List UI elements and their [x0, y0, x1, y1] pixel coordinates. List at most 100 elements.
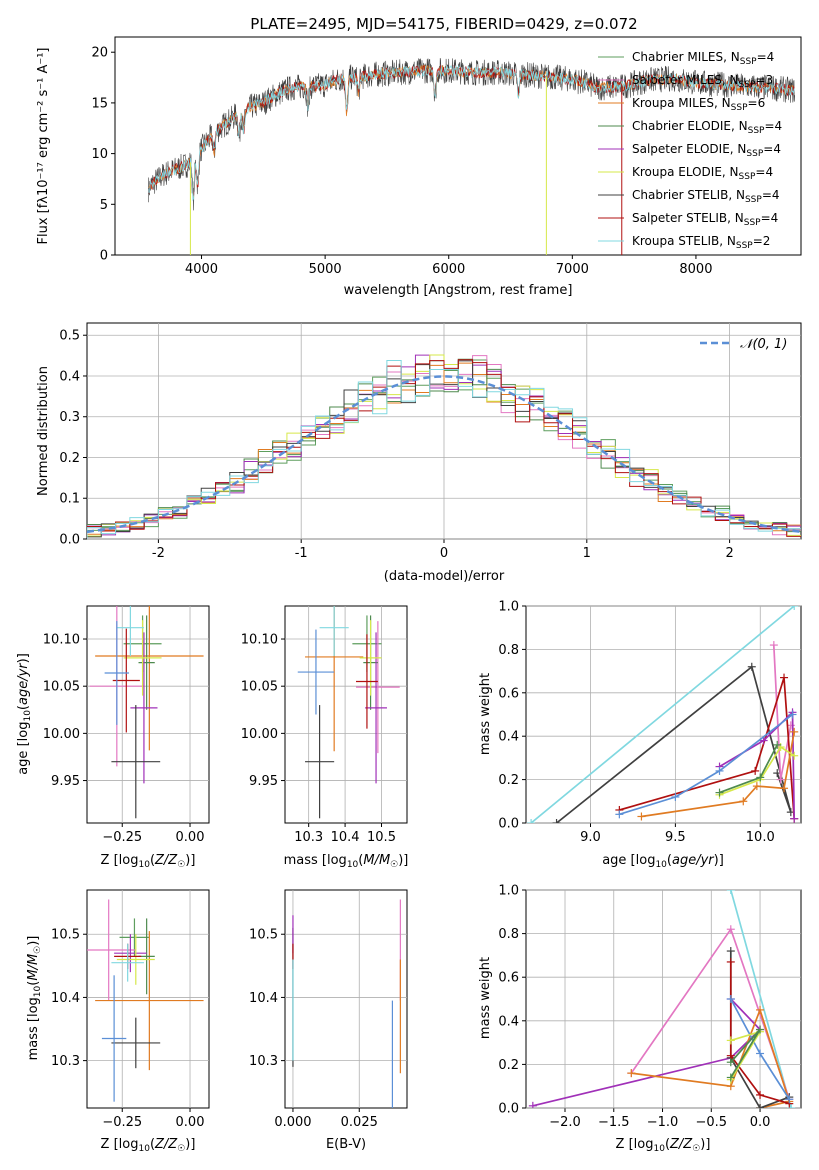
y-tick-label: 0.0	[498, 1102, 519, 1117]
mass-vs-Z-panel: −0.25 0.00 10.3 10.4 10.5 Z [log10(Z/Z☉)] ma…	[26, 889, 210, 1154]
legend-count: =4	[762, 188, 780, 202]
age-vs-mass-panel: 10.3 10.4 10.5 9.95 10.00 10.05 10.10 mass [lo…	[241, 605, 409, 870]
legend-subscript: SSP	[748, 126, 765, 136]
plot-clip-group	[87, 354, 801, 539]
x-tick-label: -1	[295, 546, 308, 561]
y-tick-label: 0.4	[498, 730, 519, 745]
x-tick-label: 5000	[309, 262, 342, 277]
normal-curve	[87, 375, 801, 534]
weights-vs-age-ylabel: mass weight	[478, 673, 493, 755]
legend-subscript: SSP	[740, 57, 757, 67]
y-tick-label: 0.8	[498, 927, 519, 942]
y-tick-label: 10	[91, 147, 108, 162]
legend-label: Chabrier MILES, NSSP=4	[632, 50, 774, 67]
x-tick-label: -2	[152, 546, 165, 561]
spectrum-panel: 4000 5000 6000 7000 8000 0 5 10 15 20 wavelength …	[36, 36, 802, 298]
weights-vs-Z-xlabel: Z [log10(Z/Z☉)]	[616, 1137, 711, 1154]
legend-label: Kroupa ELODIE, NSSP=4	[632, 165, 773, 182]
spectrum-xlabel: wavelength [Angstrom, rest frame]	[344, 283, 573, 298]
x-tick-label: 0.025	[341, 1115, 378, 1130]
age-vs-mass-plot-area: 10.3 10.4 10.5 9.95 10.00 10.05 10.10	[241, 606, 407, 845]
y-tick-label: 10.10	[241, 633, 278, 648]
legend-count: =6	[748, 96, 766, 110]
spectrum-legend: Chabrier MILES, NSSP=4 Salpeter MILES, NS…	[598, 50, 782, 251]
x-tick-label: 0.0	[750, 1115, 771, 1130]
y-tick-label: 10.3	[249, 1054, 278, 1069]
x-tick-label: 1	[583, 546, 591, 561]
x-tick-label: 10.5	[367, 830, 396, 845]
legend-label: Kroupa STELIB, NSSP=2	[632, 234, 770, 251]
legend-subscript: SSP	[731, 103, 748, 113]
x-tick-label: −1.0	[647, 1115, 679, 1130]
y-tick-label: 10.05	[43, 680, 80, 695]
y-tick-label: 0.8	[498, 643, 519, 658]
legend-label: Chabrier ELODIE, NSSP=4	[632, 119, 782, 136]
legend-subscript: SSP	[739, 80, 756, 90]
x-tick-label: 6000	[432, 262, 465, 277]
legend-subscript: SSP	[746, 149, 763, 159]
legend-label: Kroupa MILES, NSSP=6	[632, 96, 765, 113]
histogram-step	[87, 359, 801, 539]
histogram-step	[87, 359, 801, 539]
x-tick-label: 9.0	[580, 830, 601, 845]
x-tick-label: −0.25	[102, 830, 142, 845]
y-tick-label: 10.4	[249, 991, 278, 1006]
y-tick-label: 10.3	[51, 1054, 80, 1069]
legend-count: =4	[761, 211, 779, 225]
weights-vs-age-xlabel: age [log10(age/yr)]	[602, 853, 724, 870]
y-tick-label: 20	[91, 46, 108, 61]
plot-clip-group	[297, 606, 400, 819]
y-tick-label: 10.10	[43, 633, 80, 648]
y-tick-label: 9.95	[249, 774, 278, 789]
age-vs-mass-xlabel: mass [log10(M/M☉)]	[284, 853, 409, 870]
y-tick-label: 0.6	[498, 686, 519, 701]
x-tick-label: 0.00	[176, 1115, 205, 1130]
weight-line	[619, 677, 796, 819]
y-tick-label: 0.5	[59, 329, 80, 344]
plot-clip-group	[148, 58, 795, 255]
weight-line	[530, 606, 795, 823]
x-tick-label: 10.4	[331, 830, 360, 845]
legend-count: =2	[753, 234, 771, 248]
x-tick-label: 2	[725, 546, 733, 561]
legend-subscript: SSP	[739, 172, 756, 182]
x-tick-label: 0.000	[274, 1115, 311, 1130]
x-tick-label: 4000	[185, 262, 218, 277]
figure-title: PLATE=2495, MJD=54175, FIBERID=0429, z=0…	[250, 15, 637, 33]
weight-line	[556, 665, 792, 823]
weights-vs-Z-panel: −2.0 −1.5 −1.0 −0.5 0.0 0.0 0.2 0.4 0.6 0.8 1.0 Z …	[478, 884, 802, 1154]
y-tick-label: 10.5	[51, 928, 80, 943]
spectrum-plot-area: 4000 5000 6000 7000 8000 0 5 10 15 20	[91, 46, 795, 277]
x-tick-label: 7000	[556, 262, 589, 277]
y-tick-label: 0.2	[498, 773, 519, 788]
x-tick-label: 8000	[679, 262, 712, 277]
legend-label: Salpeter ELODIE, NSSP=4	[632, 142, 781, 159]
mass-vs-Z-plot-area: −0.25 0.00 10.3 10.4 10.5	[51, 890, 209, 1130]
age-vs-Z-plot-area: −0.25 0.00 9.95 10.00 10.05 10.10	[43, 606, 209, 845]
residuals-legend: 𝒩(0, 1)	[700, 337, 787, 352]
y-tick-label: 0.2	[498, 1058, 519, 1073]
age-vs-Z-xlabel: Z [log10(Z/Z☉)]	[101, 853, 196, 870]
weight-line	[730, 1030, 762, 1081]
legend-count: =4	[764, 119, 782, 133]
y-tick-label: 0.6	[498, 971, 519, 986]
legend-count: =3	[755, 73, 773, 87]
x-tick-label: −0.5	[695, 1115, 727, 1130]
x-tick-label: 10.3	[294, 830, 323, 845]
weights-vs-age-panel: 9.0 9.5 10.0 0.0 0.2 0.4 0.6 0.8 1.0 age [log10(…	[478, 600, 802, 870]
y-tick-label: 10.00	[241, 727, 278, 742]
y-tick-label: 10.5	[249, 928, 278, 943]
legend-label: Chabrier STELIB, NSSP=4	[632, 188, 780, 205]
weight-line	[729, 890, 793, 1108]
legend-count: =4	[755, 165, 773, 179]
weight-line	[719, 744, 778, 794]
weight-line	[532, 998, 762, 1107]
weight-line	[719, 745, 795, 796]
plot-clip-group	[89, 606, 204, 819]
weights-vs-Z-plot-area: −2.0 −1.5 −1.0 −0.5 0.0 0.0 0.2 0.4 0.6 0.8 1.0	[498, 884, 801, 1130]
plot-clip-group	[528, 890, 796, 1108]
x-tick-label: −0.25	[102, 1115, 142, 1130]
weight-line	[619, 713, 794, 816]
mass-vs-ebv-plot-area: 0.000 0.025 10.3 10.4 10.5	[249, 890, 407, 1130]
